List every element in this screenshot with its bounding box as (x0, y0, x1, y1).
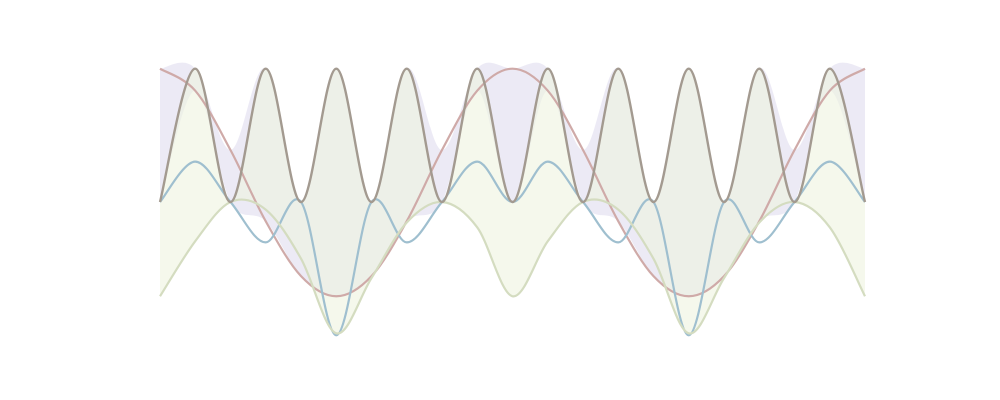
fill-layer (160, 62, 865, 334)
fill-band-lower (160, 68, 865, 334)
series-layer (158, 67, 867, 337)
series-line-1 (159, 67, 866, 298)
series-line-3 (159, 198, 866, 335)
series-line-4 (158, 67, 867, 204)
